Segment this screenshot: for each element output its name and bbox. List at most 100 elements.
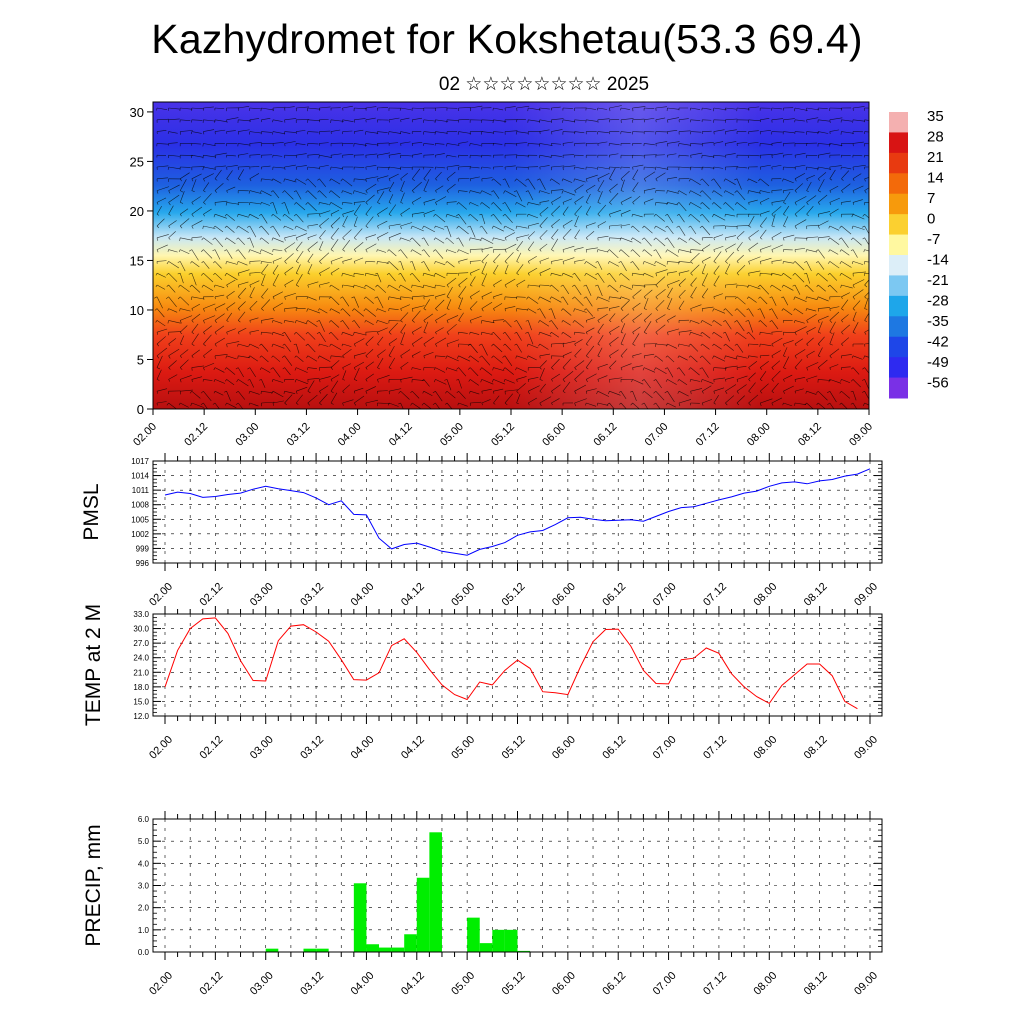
wind-barb <box>632 343 636 346</box>
wind-vector <box>551 308 556 320</box>
wind-vector <box>307 264 313 274</box>
wind-vector <box>806 402 814 409</box>
wind-vector <box>354 166 365 168</box>
wind-barb <box>445 402 448 405</box>
wind-vector <box>644 225 653 234</box>
wind-vector <box>237 237 245 246</box>
wind-barb <box>549 296 552 300</box>
wind-vector <box>783 385 794 392</box>
wind-barb <box>469 190 471 194</box>
wind-vector <box>528 385 540 392</box>
wind-vector <box>214 337 225 345</box>
wind-vector <box>632 333 640 345</box>
wind-vector <box>655 117 666 121</box>
wind-vector <box>400 390 410 400</box>
wind-barb <box>619 237 622 241</box>
wind-vector <box>794 107 808 111</box>
wind-barb <box>410 402 413 406</box>
wind-vector <box>342 272 355 277</box>
wind-vector <box>249 225 257 238</box>
wind-vector <box>551 228 559 238</box>
wind-barb <box>179 308 181 312</box>
wind-vector <box>180 402 189 408</box>
wind-barb <box>803 272 807 275</box>
wind-vector <box>597 363 608 368</box>
wind-vector <box>261 390 273 394</box>
wind-vector <box>725 263 731 274</box>
wind-barb <box>747 178 749 182</box>
wind-barb <box>248 214 251 217</box>
y-tick-label: 15.0 <box>133 697 149 706</box>
wind-vector <box>632 106 646 109</box>
wind-vector <box>667 402 677 408</box>
wind-barb <box>572 272 575 275</box>
wind-vector <box>319 202 329 205</box>
wind-vector <box>423 119 436 122</box>
wind-vector <box>458 225 469 235</box>
wind-vector <box>226 279 236 286</box>
wind-vector <box>249 343 260 349</box>
wind-vector <box>597 204 607 215</box>
wind-barb <box>468 214 471 217</box>
wind-vector <box>864 355 869 358</box>
wind-vector <box>423 131 436 134</box>
wind-barb <box>272 402 274 406</box>
wind-barb <box>609 214 611 218</box>
wind-vector <box>817 347 823 356</box>
wind-barb <box>514 331 517 334</box>
wind-barb <box>365 355 368 358</box>
wind-vector <box>632 213 643 218</box>
wind-vector <box>470 202 479 207</box>
wind-vector <box>817 390 828 401</box>
wind-vector <box>400 207 411 215</box>
wind-vector <box>759 383 769 392</box>
wind-vector <box>690 237 701 246</box>
wind-barb <box>551 249 555 252</box>
wind-vector <box>806 390 817 395</box>
wind-vector <box>435 196 447 203</box>
wind-vector <box>342 190 353 195</box>
wind-vector <box>678 143 691 146</box>
wind-vector <box>748 190 761 194</box>
wind-barb <box>409 237 413 241</box>
wind-vector <box>620 296 630 301</box>
wind-vector <box>226 186 236 191</box>
wind-vector <box>690 264 700 274</box>
wind-vector <box>249 287 255 297</box>
colorbar-swatch <box>889 336 908 358</box>
wind-vector <box>353 296 360 308</box>
wind-barb <box>551 261 553 265</box>
wind-barb <box>665 379 668 382</box>
wind-vector <box>179 191 185 203</box>
wind-vector <box>539 360 547 368</box>
wind-vector <box>725 308 733 317</box>
wind-vector <box>330 202 343 210</box>
wind-vector <box>806 236 819 239</box>
wind-vector <box>551 320 559 330</box>
wind-barb <box>317 178 320 181</box>
wind-barb <box>806 343 809 346</box>
wind-barb <box>202 166 204 171</box>
wind-barb <box>188 249 192 252</box>
wind-vector <box>319 343 329 347</box>
wind-vector <box>481 246 493 250</box>
heatmap-x-tick-label: 04.00 <box>336 421 364 449</box>
wind-vector <box>597 375 608 380</box>
wind-vector <box>214 272 223 281</box>
wind-barb <box>468 379 471 382</box>
wind-vector <box>307 153 320 156</box>
y-tick-label: 1008 <box>131 501 149 510</box>
wind-vector <box>841 314 849 321</box>
wind-barb <box>818 355 821 358</box>
wind-barb <box>236 261 239 264</box>
wind-barb <box>760 237 763 240</box>
wind-barb <box>561 320 564 323</box>
wind-barb <box>225 355 227 359</box>
wind-barb <box>583 284 587 287</box>
wind-barb <box>851 367 854 370</box>
wind-barb <box>642 391 645 394</box>
y-tick-label: 4.0 <box>138 859 150 868</box>
wind-vector <box>771 350 781 357</box>
wind-vector <box>783 216 789 227</box>
wind-vector <box>852 379 861 388</box>
